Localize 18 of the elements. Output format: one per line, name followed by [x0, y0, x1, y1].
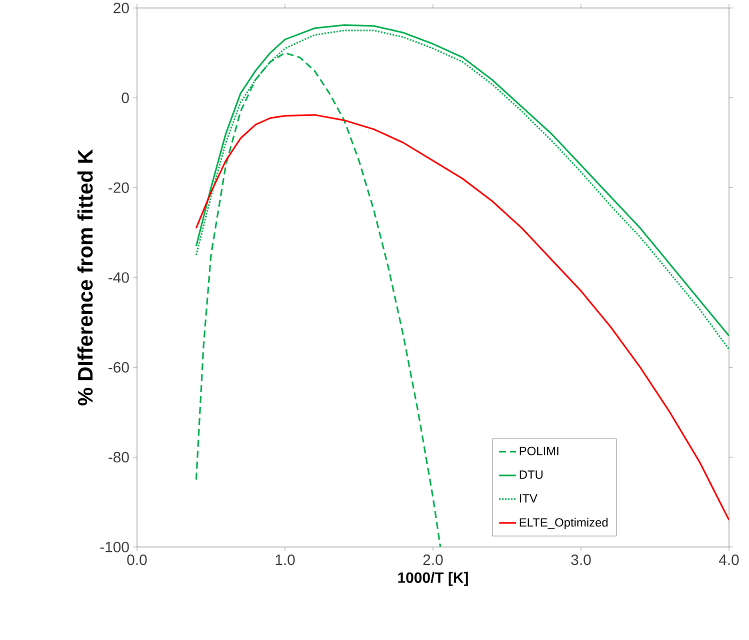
- y-tick-label: -40: [108, 272, 129, 283]
- y-tick-label: 20: [114, 2, 129, 14]
- y-axis-title: % DIfference from fitted K: [77, 149, 93, 406]
- x-tick-label: 1.0: [276, 554, 295, 566]
- y-tick-label: -60: [108, 362, 129, 373]
- y-tick-label: -80: [108, 452, 129, 462]
- y-tick-label: -20: [108, 182, 129, 193]
- legend-label: ITV: [520, 494, 538, 502]
- x-tick-label: 3.0: [571, 554, 591, 566]
- x-tick-label: 2.0: [423, 554, 443, 566]
- legend-label: DTU: [520, 470, 543, 479]
- x-tick-label: 0.0: [127, 554, 147, 566]
- y-tick-label: 0: [122, 92, 129, 104]
- y-tick-label: -100: [100, 542, 129, 552]
- x-tick-label: 4.0: [718, 554, 739, 566]
- legend-label: POLIMI: [520, 446, 558, 456]
- x-axis-title: 1000/T [K]: [398, 572, 468, 586]
- legend-label: ELTE_Optimized: [520, 518, 608, 530]
